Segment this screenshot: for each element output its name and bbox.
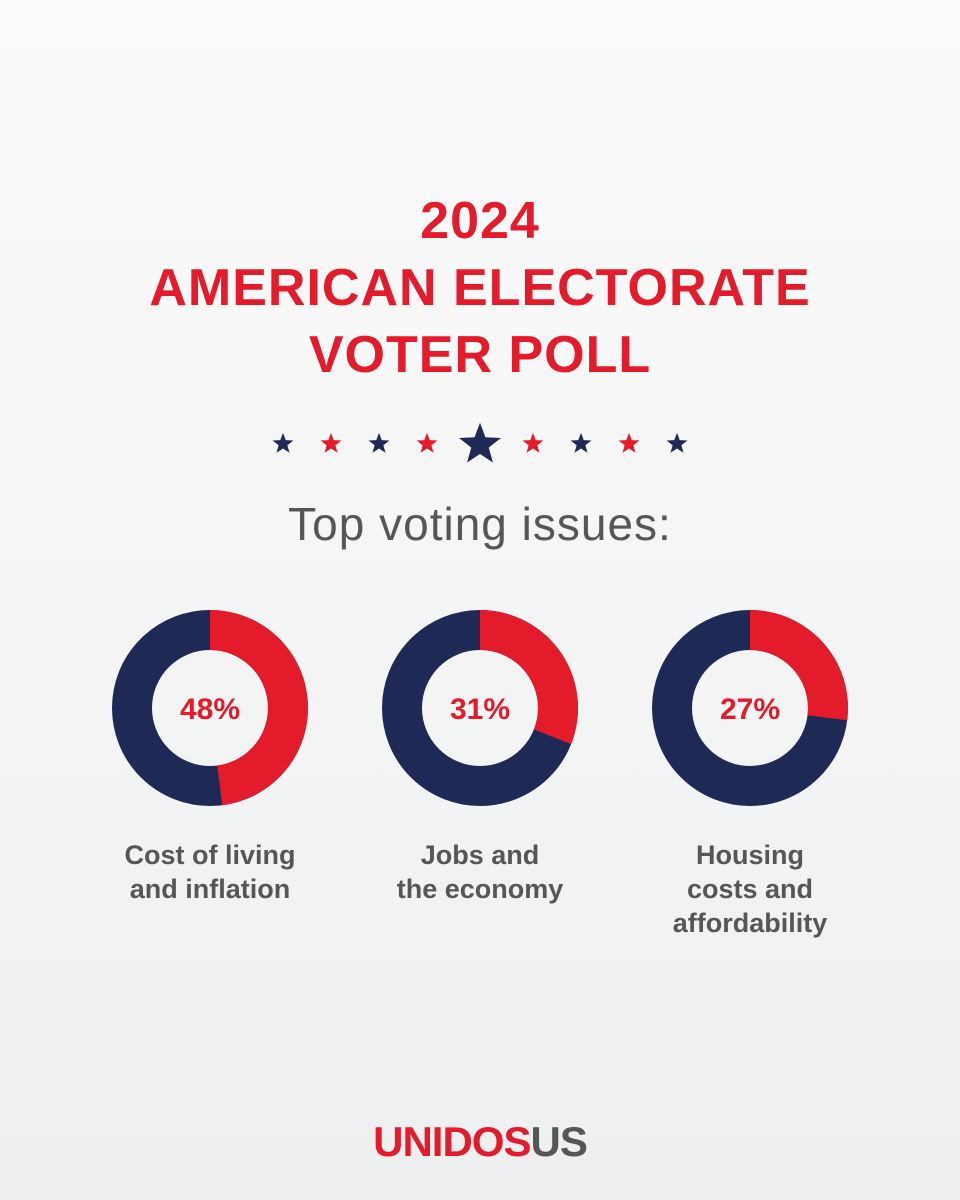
star-icon bbox=[368, 432, 390, 453]
donut-graphic: 48% bbox=[112, 610, 308, 806]
logo-unidos: UNIDOS bbox=[373, 1118, 531, 1165]
issue-label: Jobs and the economy bbox=[345, 838, 615, 906]
issue-label-line: costs and bbox=[686, 874, 814, 904]
percentage-slice bbox=[210, 610, 308, 806]
issue-label-line: Jobs and bbox=[420, 840, 540, 870]
unidosus-logo: UNIDOSUS bbox=[0, 1118, 960, 1166]
donut-graphic: 31% bbox=[382, 610, 578, 806]
title-line-1: 2024 bbox=[420, 192, 540, 250]
issue-label-line: the economy bbox=[396, 874, 564, 904]
percentage-label: 31% bbox=[450, 693, 510, 726]
large-star-icon bbox=[459, 422, 501, 463]
donut-graphic: 27% bbox=[652, 610, 848, 806]
donut-charts: 48% Cost of living and inflation 31% Jobs an… bbox=[0, 608, 960, 968]
issue-label-line: Cost of living bbox=[124, 840, 296, 870]
star-icon bbox=[666, 432, 688, 453]
title-line-3: VOTER POLL bbox=[308, 326, 652, 384]
donut-chart-1: 48% Cost of living and inflation bbox=[75, 608, 345, 906]
star-icon bbox=[618, 432, 640, 453]
percentage-label: 48% bbox=[180, 693, 240, 726]
title-line-2: AMERICAN ELECTORATE bbox=[149, 259, 811, 317]
issue-label-line: affordability bbox=[672, 908, 828, 938]
page-title: 2024 AMERICAN ELECTORATE VOTER POLL bbox=[0, 188, 960, 389]
chart-subtitle: Top voting issues: bbox=[288, 498, 672, 550]
star-icon bbox=[272, 432, 294, 453]
logo-us: US bbox=[530, 1118, 588, 1165]
star-icon bbox=[320, 432, 342, 453]
percentage-slice bbox=[480, 610, 578, 745]
donut-chart-2: 31% Jobs and the economy bbox=[345, 608, 615, 906]
issue-label-line: and inflation bbox=[129, 874, 291, 904]
percentage-label: 27% bbox=[720, 693, 780, 726]
star-icon bbox=[522, 432, 544, 453]
percentage-slice bbox=[750, 610, 848, 721]
donut-chart-3: 27% Housing costs and affordability bbox=[615, 608, 885, 940]
issue-label: Housing costs and affordability bbox=[615, 838, 885, 940]
star-divider bbox=[0, 418, 960, 468]
issue-label: Cost of living and inflation bbox=[75, 838, 345, 906]
issue-label-line: Housing bbox=[696, 840, 804, 870]
star-icon bbox=[570, 432, 592, 453]
star-icon bbox=[416, 432, 438, 453]
